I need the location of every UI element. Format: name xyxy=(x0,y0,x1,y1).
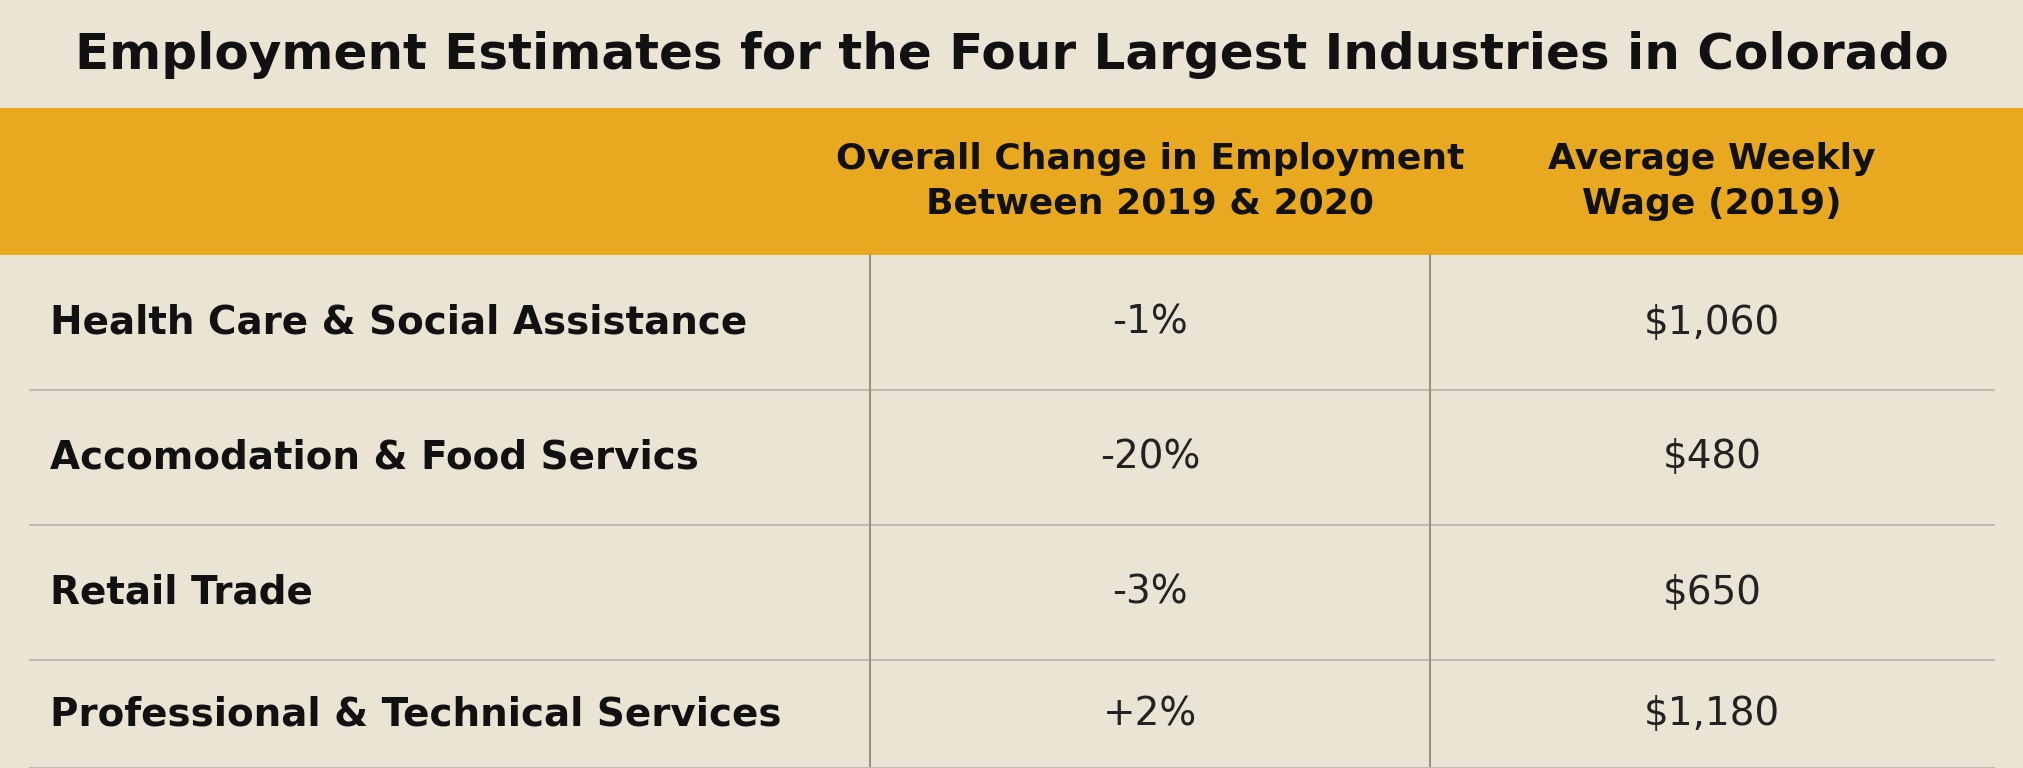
Text: $480: $480 xyxy=(1661,439,1760,476)
Bar xyxy=(0,108,2023,255)
Text: Professional & Technical Services: Professional & Technical Services xyxy=(51,695,781,733)
Text: +2%: +2% xyxy=(1103,695,1196,733)
Text: $650: $650 xyxy=(1661,574,1760,611)
Text: Health Care & Social Assistance: Health Care & Social Assistance xyxy=(51,303,746,342)
Text: $1,060: $1,060 xyxy=(1643,303,1780,342)
Text: $1,180: $1,180 xyxy=(1643,695,1780,733)
Text: Retail Trade: Retail Trade xyxy=(51,574,314,611)
Text: -1%: -1% xyxy=(1111,303,1188,342)
Text: Accomodation & Food Servics: Accomodation & Food Servics xyxy=(51,439,698,476)
Text: Overall Change in Employment
Between 2019 & 2020: Overall Change in Employment Between 201… xyxy=(835,142,1463,221)
Text: Average Weekly
Wage (2019): Average Weekly Wage (2019) xyxy=(1548,142,1875,221)
Text: -20%: -20% xyxy=(1098,439,1200,476)
Text: -3%: -3% xyxy=(1111,574,1188,611)
Text: Employment Estimates for the Four Largest Industries in Colorado: Employment Estimates for the Four Larges… xyxy=(75,31,1948,79)
